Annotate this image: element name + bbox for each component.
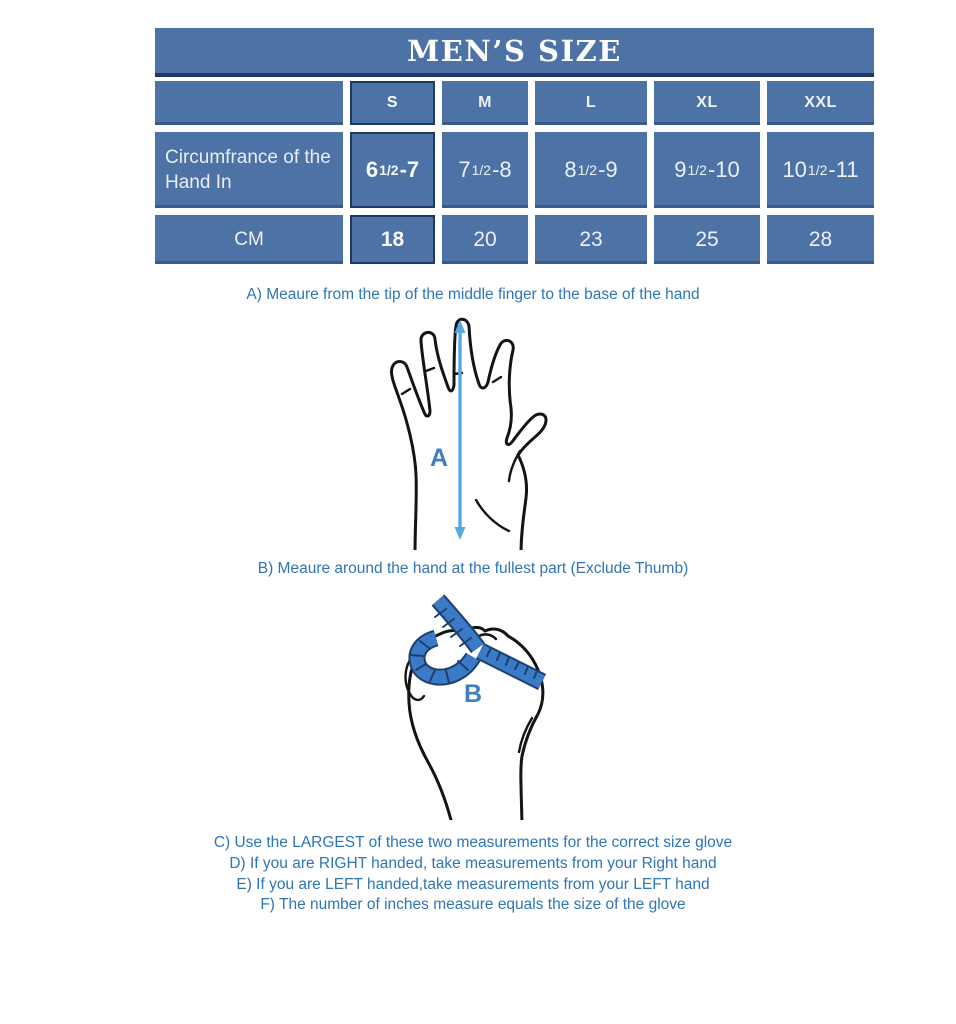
tape-strip-top [433,595,484,652]
corner-cell [155,81,343,125]
cm-value-xl: 25 [654,215,760,264]
inches-value-l: 8 1/2 -9 [535,132,647,208]
inches-fraction: 1/2 [807,162,828,178]
note-c: C) Use the LARGEST of these two measurem… [213,834,733,851]
inches-main: -9 [598,157,618,182]
inches-main: 9 [674,157,687,182]
tape-strip-top-ticks [434,608,472,647]
table-title: MEN’S SIZE [155,28,874,77]
inches-main: -8 [492,157,512,182]
inches-fraction: 1/2 [687,162,707,178]
row-label-cm: CM [155,215,343,264]
instruction-a: A) Meaure from the tip of the middle fin… [246,286,700,303]
note-d: D) If you are RIGHT handed, take measure… [229,854,717,872]
mens-size-table: MEN’S SIZE S M L XL XXL Circumfrance of … [155,28,874,264]
inches-value-xl: 9 1/2 -10 [654,132,760,208]
open-hand-outline [390,317,548,550]
note-e: E) If you are LEFT handed,take measureme… [236,875,710,893]
instruction-b: B) Meaure around the hand at the fullest… [257,560,689,577]
inches-main: 10 [782,157,807,182]
inches-main: 6 [365,157,379,182]
open-hand-measure-diagram: A [390,317,548,550]
arrowhead-up [454,320,466,333]
fist-tape-measure-diagram: B [404,594,547,820]
arrowhead-down [454,527,466,540]
inches-main: -10 [707,157,740,182]
header-size-xxl: XXL [767,81,874,125]
inches-value-xxl: 10 1/2 -11 [767,132,874,208]
inches-main: -11 [828,157,859,182]
tape-ruler-ticks [486,647,538,679]
instruction-notes: C) Use the LARGEST of these two measurem… [0,833,946,916]
diagram-label-b: B [464,680,482,708]
inches-main: 8 [564,157,577,182]
diagram-label-a: A [430,444,448,472]
tape-curl-ticks [410,640,469,684]
header-size-m: M [442,81,528,125]
cm-value-l: 23 [535,215,647,264]
header-size-xl: XL [654,81,760,125]
tape-ruler [476,644,546,689]
inches-value-m: 7 1/2 -8 [442,132,528,208]
inches-value-s: 6 1/2 -7 [350,132,435,208]
row-label-circumference: Circumfrance of the Hand In [155,132,343,208]
cm-value-xxl: 28 [767,215,874,264]
inches-fraction: 1/2 [471,162,492,178]
size-grid: S M L XL XXL Circumfrance of the Hand In… [155,81,874,264]
inches-fraction: 1/2 [577,162,598,178]
inches-fraction: 1/2 [379,162,399,178]
hand-crease-lines [400,366,522,533]
note-f: F) The number of inches measure equals t… [260,896,686,914]
header-size-s: S [350,81,435,125]
header-size-l: L [535,81,647,125]
cm-value-s: 18 [350,215,435,264]
inches-main: -7 [399,157,420,182]
inches-main: 7 [458,157,471,182]
fist-outline [407,625,545,820]
cm-value-m: 20 [442,215,528,264]
